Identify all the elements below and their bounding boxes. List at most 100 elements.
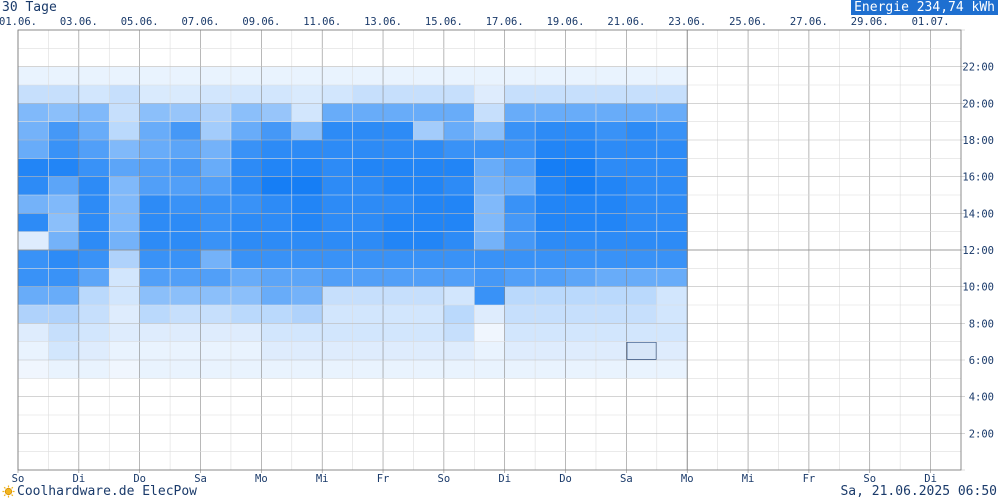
heatmap-cell — [170, 121, 202, 141]
y-tick-label: 6:00 — [969, 355, 994, 367]
heatmap-cell — [413, 195, 445, 214]
heatmap-cell — [261, 121, 293, 141]
heatmap-cell — [413, 213, 445, 233]
heatmap-cell — [352, 360, 384, 379]
heatmap-cell — [504, 85, 536, 104]
heatmap-cell — [230, 360, 262, 379]
heatmap-cell — [139, 286, 171, 306]
heatmap-cell — [18, 66, 49, 86]
y-tick-label: 10:00 — [962, 282, 994, 294]
heatmap-cell — [626, 195, 658, 214]
heatmap-cell — [595, 158, 627, 178]
plot-border — [17, 29, 962, 471]
heatmap-cell — [18, 231, 49, 251]
heatmap-cell — [48, 103, 80, 123]
heatmap-cell — [565, 66, 597, 86]
heatmap-cell — [18, 121, 49, 141]
heatmap-cell — [383, 213, 414, 233]
heatmap-cell — [78, 195, 110, 214]
heatmap-cell — [474, 121, 506, 141]
heatmap-cell — [230, 323, 262, 343]
heatmap-cell — [48, 323, 80, 343]
heatmap-cell — [291, 231, 323, 251]
heatmap-cell — [535, 195, 567, 214]
heatmap-cell — [474, 250, 506, 269]
top-tick-label: 09.06. — [242, 16, 280, 28]
heatmap-cell — [626, 140, 658, 159]
bottom-tick-label: Fr — [803, 473, 816, 485]
heatmap-cell — [291, 305, 323, 324]
heatmap-cell — [109, 85, 141, 104]
heatmap-cell — [656, 268, 688, 288]
heatmap-cell — [443, 268, 475, 288]
heatmap-cell — [109, 360, 141, 379]
heatmap-cell — [200, 121, 232, 141]
heatmap-cell — [170, 140, 202, 159]
heatmap-cell — [595, 341, 627, 361]
heatmap-cell — [443, 195, 475, 214]
heatmap-cell — [595, 176, 627, 196]
heatmap-cell — [78, 213, 110, 233]
heatmap-cell — [139, 158, 171, 178]
heatmap-cell — [261, 250, 293, 269]
heatmap-cell — [291, 176, 323, 196]
heatmap-cell — [200, 176, 232, 196]
heatmap-cell — [322, 305, 354, 324]
heatmap-cell — [230, 66, 262, 86]
heatmap-cell — [18, 360, 49, 379]
heatmap-cell — [78, 323, 110, 343]
heatmap-cell — [626, 360, 658, 379]
heatmap-cell — [78, 231, 110, 251]
heatmap-cell — [352, 158, 384, 178]
heatmap-cell — [48, 250, 80, 269]
heatmap-cell — [565, 305, 597, 324]
heatmap-cell — [656, 231, 688, 251]
heatmap-cell — [230, 103, 262, 123]
heatmap-cell — [352, 66, 384, 86]
current-time-marker — [626, 341, 657, 360]
heatmap-cell — [413, 360, 445, 379]
heatmap-cell — [230, 305, 262, 324]
heatmap-cell — [474, 158, 506, 178]
heatmap-cell — [18, 341, 49, 361]
heatmap-cell — [474, 360, 506, 379]
heatmap-cell — [535, 121, 567, 141]
heatmap-cell — [352, 250, 384, 269]
heatmap-cell — [170, 195, 202, 214]
heatmap-cell — [565, 103, 597, 123]
heatmap-cell — [656, 85, 688, 104]
heatmap-cell — [200, 286, 232, 306]
heatmap-cell — [626, 305, 658, 324]
heatmap-cell — [230, 341, 262, 361]
heatmap-cell — [230, 250, 262, 269]
heatmap-cell — [322, 195, 354, 214]
heatmap-cell — [109, 195, 141, 214]
heatmap-cell — [139, 103, 171, 123]
top-tick-label: 25.06. — [729, 16, 767, 28]
heatmap-cell — [170, 268, 202, 288]
bottom-tick-label: So — [863, 473, 876, 485]
heatmap-cell — [18, 103, 49, 123]
heatmap-cell — [595, 66, 627, 86]
heatmap-cell — [504, 323, 536, 343]
heatmap-cell — [443, 341, 475, 361]
y-tick-label: 14:00 — [962, 208, 994, 220]
heatmap-cell — [504, 360, 536, 379]
heatmap-cell — [322, 103, 354, 123]
heatmap-cell — [170, 341, 202, 361]
heatmap-cell — [48, 286, 80, 306]
heatmap-cell — [322, 268, 354, 288]
heatmap-cell — [139, 85, 171, 104]
heatmap-cell — [504, 305, 536, 324]
heatmap-cell — [474, 85, 506, 104]
heatmap-cell — [139, 360, 171, 379]
heatmap-cell — [18, 85, 49, 104]
heatmap-cell — [595, 231, 627, 251]
top-tick-label: 13.06. — [364, 16, 402, 28]
heatmap-cell — [352, 195, 384, 214]
heatmap-cell — [291, 360, 323, 379]
heatmap-cell — [383, 250, 414, 269]
heatmap-cell — [322, 360, 354, 379]
heatmap-cell — [322, 66, 354, 86]
